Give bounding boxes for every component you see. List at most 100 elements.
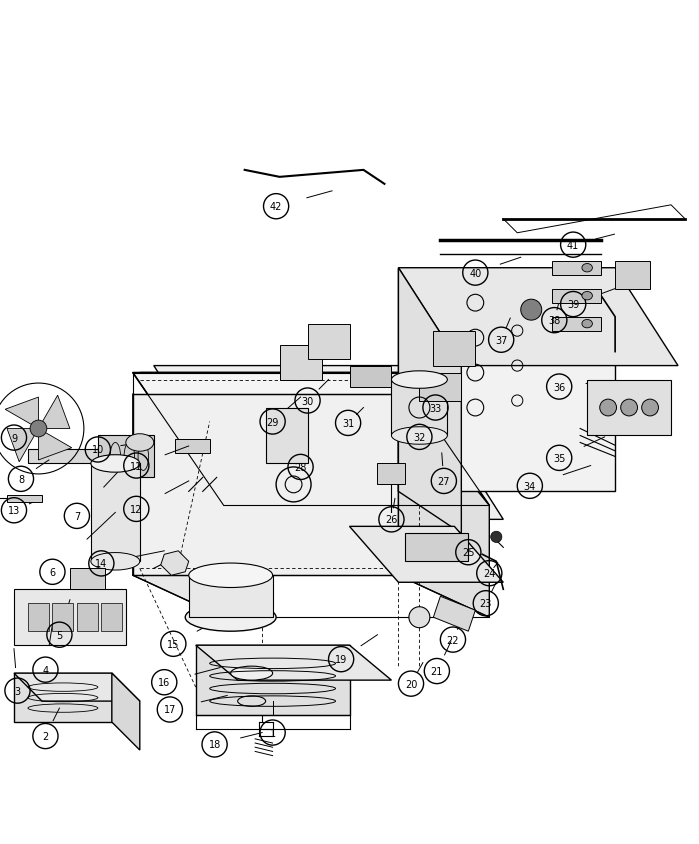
Polygon shape	[52, 603, 73, 631]
Text: 8: 8	[18, 474, 24, 484]
Text: 6: 6	[50, 567, 55, 577]
Text: 15: 15	[167, 639, 180, 649]
Polygon shape	[350, 527, 503, 582]
Text: 42: 42	[270, 202, 282, 212]
Polygon shape	[140, 373, 489, 513]
Circle shape	[491, 532, 502, 543]
Polygon shape	[38, 396, 70, 429]
Text: 7: 7	[74, 511, 80, 522]
Text: 22: 22	[447, 635, 459, 645]
Polygon shape	[14, 674, 112, 722]
Text: 39: 39	[567, 300, 579, 310]
Text: 30: 30	[301, 396, 314, 406]
Text: 37: 37	[495, 335, 507, 345]
Text: 10: 10	[92, 445, 104, 455]
Polygon shape	[398, 268, 615, 492]
Text: 18: 18	[208, 739, 221, 749]
Polygon shape	[38, 429, 72, 460]
Circle shape	[621, 400, 637, 416]
Polygon shape	[133, 394, 398, 576]
Polygon shape	[14, 590, 126, 646]
Polygon shape	[266, 408, 308, 464]
Circle shape	[642, 400, 658, 416]
Text: 20: 20	[405, 679, 417, 689]
Ellipse shape	[582, 264, 592, 273]
Ellipse shape	[582, 292, 592, 300]
Polygon shape	[101, 603, 122, 631]
Polygon shape	[419, 373, 461, 401]
Ellipse shape	[91, 455, 140, 473]
Text: 23: 23	[480, 598, 492, 609]
Polygon shape	[14, 674, 140, 701]
Circle shape	[409, 607, 430, 628]
Polygon shape	[133, 394, 224, 618]
Polygon shape	[77, 603, 98, 631]
Text: 21: 21	[431, 666, 443, 676]
Text: 2: 2	[43, 731, 48, 741]
Text: 29: 29	[266, 417, 279, 427]
Polygon shape	[175, 440, 210, 453]
Text: 17: 17	[164, 705, 176, 715]
Ellipse shape	[185, 603, 276, 631]
Polygon shape	[377, 464, 405, 484]
Polygon shape	[398, 268, 678, 366]
Polygon shape	[391, 380, 447, 436]
Polygon shape	[98, 436, 154, 478]
Text: 24: 24	[483, 569, 496, 578]
Polygon shape	[28, 603, 49, 631]
Polygon shape	[552, 289, 601, 303]
Text: 36: 36	[553, 382, 565, 392]
Text: 19: 19	[335, 654, 347, 664]
Text: 32: 32	[413, 432, 426, 442]
Text: 1: 1	[270, 728, 275, 738]
Ellipse shape	[126, 434, 154, 452]
Polygon shape	[196, 646, 391, 680]
Text: 9: 9	[11, 433, 17, 443]
Text: 11: 11	[130, 461, 143, 471]
Text: 12: 12	[130, 504, 143, 514]
Polygon shape	[161, 551, 189, 576]
Ellipse shape	[91, 553, 140, 571]
Polygon shape	[70, 569, 105, 590]
Text: 41: 41	[567, 241, 579, 251]
Polygon shape	[350, 366, 391, 387]
Polygon shape	[433, 597, 475, 631]
Ellipse shape	[189, 564, 273, 587]
Polygon shape	[280, 345, 322, 380]
Text: 33: 33	[429, 403, 442, 413]
Polygon shape	[5, 398, 38, 429]
Polygon shape	[552, 262, 601, 275]
Polygon shape	[189, 576, 273, 618]
Polygon shape	[552, 317, 601, 331]
Circle shape	[521, 300, 542, 321]
Text: 14: 14	[95, 559, 108, 569]
Text: 27: 27	[438, 476, 450, 486]
Ellipse shape	[582, 320, 592, 328]
Ellipse shape	[231, 667, 273, 680]
Polygon shape	[7, 495, 42, 502]
Text: 3: 3	[15, 686, 20, 695]
Ellipse shape	[391, 427, 447, 445]
Text: 31: 31	[342, 419, 354, 429]
Polygon shape	[196, 646, 350, 715]
Polygon shape	[615, 262, 650, 289]
Polygon shape	[308, 324, 350, 360]
Text: 4: 4	[43, 665, 48, 675]
Text: 26: 26	[385, 515, 398, 525]
Polygon shape	[112, 674, 140, 750]
Circle shape	[600, 400, 617, 416]
Ellipse shape	[391, 371, 447, 389]
Ellipse shape	[238, 696, 266, 706]
Polygon shape	[91, 464, 140, 561]
Polygon shape	[398, 268, 461, 533]
Text: 40: 40	[469, 268, 482, 279]
Text: 35: 35	[553, 453, 565, 463]
Text: 5: 5	[57, 630, 62, 640]
Text: 38: 38	[548, 316, 561, 326]
Polygon shape	[28, 450, 98, 464]
Polygon shape	[587, 380, 671, 436]
Polygon shape	[405, 533, 468, 561]
Polygon shape	[398, 394, 489, 618]
Text: 25: 25	[462, 548, 475, 558]
Circle shape	[30, 420, 47, 437]
